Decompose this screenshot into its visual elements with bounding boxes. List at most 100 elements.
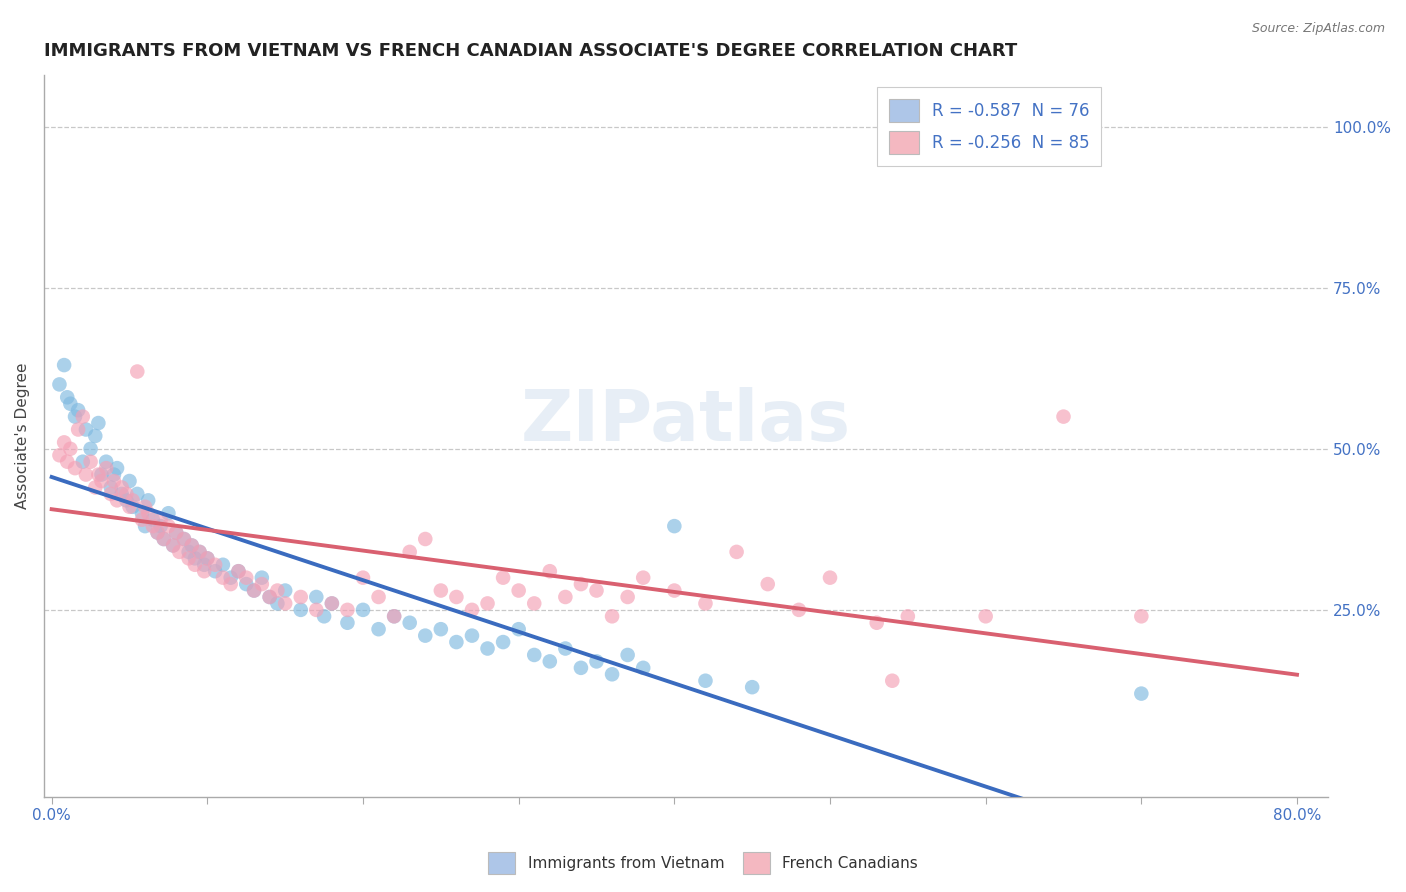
Point [250, 577, 273, 591]
Point [100, 480, 122, 494]
Point [336, 615, 359, 630]
Point [212, 571, 235, 585]
Point [756, 577, 779, 591]
Point [75, 467, 97, 482]
Point [165, 525, 187, 540]
Point [259, 590, 281, 604]
Point [725, 545, 748, 559]
Point [134, 519, 156, 533]
Point [477, 641, 499, 656]
Point [695, 673, 717, 688]
Point [177, 551, 200, 566]
Point [157, 506, 180, 520]
Point [866, 615, 889, 630]
Point [48, 377, 70, 392]
Point [314, 609, 336, 624]
Point [695, 596, 717, 610]
Point [87, 416, 110, 430]
Point [188, 545, 211, 559]
Point [75, 422, 97, 436]
Point [818, 571, 841, 585]
Point [90, 474, 112, 488]
Point [59, 442, 82, 456]
Point [72, 409, 94, 424]
Point [228, 564, 250, 578]
Point [142, 519, 165, 533]
Point [477, 596, 499, 610]
Point [569, 577, 592, 591]
Point [352, 571, 374, 585]
Point [136, 493, 159, 508]
Point [100, 487, 122, 501]
Point [413, 629, 436, 643]
Point [741, 680, 763, 694]
Point [600, 667, 623, 681]
Point [146, 525, 169, 540]
Point [367, 590, 389, 604]
Point [177, 545, 200, 559]
Point [152, 532, 174, 546]
Point [398, 615, 420, 630]
Point [554, 590, 576, 604]
Point [382, 609, 405, 624]
Point [492, 571, 515, 585]
Point [523, 648, 546, 662]
Legend: R = -0.587  N = 76, R = -0.256  N = 85: R = -0.587 N = 76, R = -0.256 N = 85 [877, 87, 1101, 166]
Point [398, 545, 420, 559]
Point [111, 487, 134, 501]
Point [461, 629, 484, 643]
Point [243, 583, 266, 598]
Y-axis label: Associate's Degree: Associate's Degree [15, 363, 30, 509]
Point [111, 480, 134, 494]
Point [127, 487, 149, 501]
Text: Source: ZipAtlas.com: Source: ZipAtlas.com [1251, 22, 1385, 36]
Point [63, 461, 86, 475]
Point [219, 571, 242, 585]
Point [149, 513, 172, 527]
Point [274, 596, 297, 610]
Point [79, 442, 101, 456]
Point [90, 467, 112, 482]
Point [305, 603, 328, 617]
Point [84, 480, 107, 494]
Point [184, 551, 207, 566]
Point [538, 654, 561, 668]
Point [382, 609, 405, 624]
Point [897, 609, 920, 624]
Point [180, 538, 202, 552]
Point [1052, 409, 1074, 424]
Point [121, 493, 143, 508]
Point [67, 403, 90, 417]
Point [616, 590, 638, 604]
Point [508, 583, 530, 598]
Point [84, 429, 107, 443]
Point [105, 461, 128, 475]
Point [1130, 687, 1153, 701]
Point [585, 654, 607, 668]
Point [180, 538, 202, 552]
Legend: Immigrants from Vietnam, French Canadians: Immigrants from Vietnam, French Canadian… [482, 846, 924, 880]
Point [142, 513, 165, 527]
Point [219, 577, 242, 591]
Point [569, 661, 592, 675]
Point [53, 358, 76, 372]
Point [184, 558, 207, 572]
Point [195, 551, 218, 566]
Point [96, 461, 118, 475]
Point [554, 641, 576, 656]
Point [250, 571, 273, 585]
Point [367, 622, 389, 636]
Point [585, 583, 607, 598]
Point [195, 551, 218, 566]
Point [508, 622, 530, 636]
Text: IMMIGRANTS FROM VIETNAM VS FRENCH CANADIAN ASSOCIATE'S DEGREE CORRELATION CHART: IMMIGRANTS FROM VIETNAM VS FRENCH CANADI… [44, 42, 1017, 60]
Point [56, 455, 79, 469]
Point [274, 583, 297, 598]
Point [146, 525, 169, 540]
Point [664, 519, 686, 533]
Point [103, 467, 125, 482]
Point [193, 558, 215, 572]
Point [664, 583, 686, 598]
Point [266, 596, 288, 610]
Point [259, 590, 281, 604]
